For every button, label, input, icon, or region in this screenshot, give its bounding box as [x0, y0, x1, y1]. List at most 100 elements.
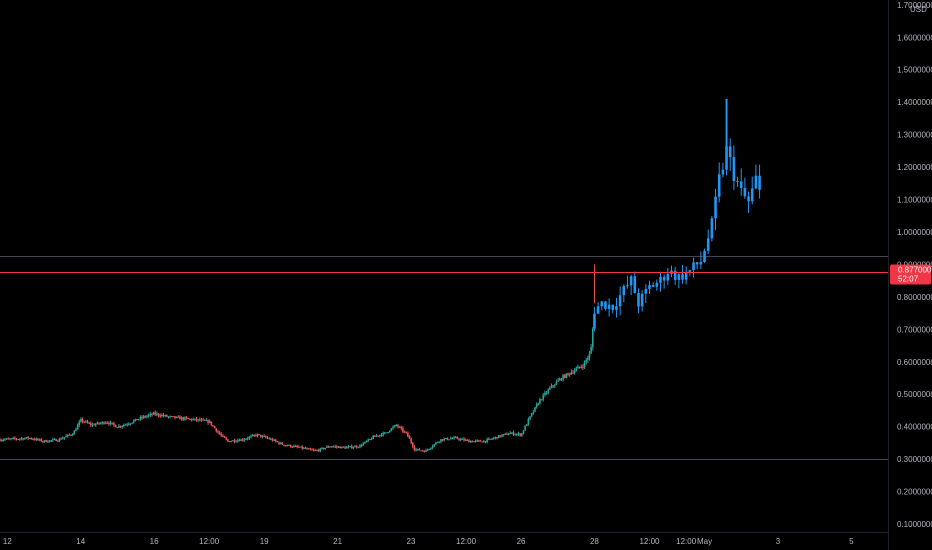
candle-body	[50, 440, 52, 442]
candle-body	[585, 359, 587, 362]
candle-body	[666, 273, 670, 281]
y-tick-label: 1.50000000	[897, 66, 932, 75]
candle-body	[146, 416, 148, 418]
candle-body	[45, 440, 48, 442]
candle-body	[301, 446, 303, 449]
candle-body	[350, 446, 353, 449]
candle-body	[530, 413, 533, 417]
candle-body	[232, 440, 234, 442]
candle-body	[238, 440, 241, 442]
candle-body	[552, 385, 554, 387]
candle-body	[185, 417, 188, 419]
candle-body	[607, 304, 611, 309]
candle-body	[600, 301, 604, 307]
candle-body	[390, 428, 393, 431]
candle-body	[180, 417, 183, 420]
candle-body	[141, 417, 143, 419]
candle-body	[182, 417, 185, 420]
candle-body	[402, 428, 404, 432]
candle-body	[673, 270, 677, 280]
candle-body	[35, 438, 38, 440]
candle-body	[483, 441, 485, 443]
candle-body	[545, 392, 548, 394]
current-price-tag-background	[890, 264, 931, 285]
candle-body	[233, 440, 236, 442]
candle-body	[276, 441, 279, 443]
candle-body	[48, 440, 51, 442]
candle-body	[194, 418, 196, 420]
candle-body	[86, 421, 89, 423]
candle-body	[0, 440, 3, 442]
candle-body	[438, 441, 441, 443]
y-tick-label: 0.30000000	[897, 455, 932, 464]
candle-body	[270, 438, 272, 440]
candle-body	[400, 427, 403, 429]
candle-body	[32, 438, 34, 440]
candle-body	[534, 407, 536, 412]
candle-countdown: 52:07	[898, 275, 919, 284]
candle-body	[230, 441, 232, 443]
candle-body	[175, 416, 178, 418]
candle-body	[410, 438, 412, 443]
candle-body	[12, 437, 15, 439]
candle-body	[383, 432, 386, 434]
candle-body	[622, 286, 626, 296]
candle-body	[299, 446, 302, 448]
candle-body	[478, 440, 480, 442]
candle-body	[111, 422, 114, 424]
candle-body	[68, 434, 71, 436]
candle-body	[165, 415, 168, 417]
candle-body	[633, 276, 637, 294]
candle-body	[40, 439, 43, 442]
candle-body	[56, 440, 59, 442]
candle-body	[263, 435, 265, 437]
currency-label[interactable]: USD	[910, 5, 927, 14]
candle-body	[170, 416, 173, 418]
candle-body	[207, 420, 209, 423]
candle-body	[288, 444, 290, 446]
candle-body	[53, 439, 56, 441]
candle-body	[431, 446, 434, 448]
candle-body	[565, 373, 568, 378]
candle-body	[403, 431, 406, 433]
x-tick-label: May	[697, 537, 712, 546]
candle-body	[583, 361, 586, 368]
candle-body	[215, 428, 218, 432]
candle-body	[392, 426, 394, 429]
candle-body	[329, 446, 332, 448]
candle-body	[278, 442, 280, 444]
candle-body	[677, 274, 681, 280]
y-tick-label: 1.70000000	[897, 1, 932, 10]
y-tick-label: 0.50000000	[897, 390, 932, 399]
candle-body	[459, 438, 462, 440]
candle-body	[90, 423, 92, 426]
candle-body	[7, 438, 10, 440]
candle-body	[332, 446, 335, 448]
candle-body	[397, 424, 399, 427]
candle-body	[699, 261, 703, 265]
candle-body	[251, 435, 254, 437]
candle-body	[96, 422, 99, 425]
candle-body	[283, 444, 285, 446]
time-axis[interactable]: 12 14 16 12:00 19 21 23 12:00 26 28 12:00 12:00 May 3…	[3, 537, 854, 546]
candle-body	[134, 418, 137, 421]
candle-body	[265, 436, 267, 438]
candle-body	[202, 419, 204, 421]
candle-body	[319, 448, 322, 451]
candle-body	[38, 439, 41, 441]
candle-body	[509, 433, 512, 435]
candle-body	[374, 435, 376, 437]
candle-body	[314, 450, 317, 452]
x-tick-label: 12:00	[639, 537, 660, 546]
candle-body	[52, 439, 54, 441]
candle-body	[511, 432, 513, 434]
candle-body	[154, 412, 157, 415]
candle-body	[570, 372, 573, 375]
candle-body	[118, 425, 120, 428]
candle-body	[494, 437, 497, 439]
candle-body	[618, 295, 622, 307]
candle-body	[385, 432, 388, 434]
candle-body	[331, 446, 333, 448]
y-tick-label: 0.80000000	[897, 293, 932, 302]
